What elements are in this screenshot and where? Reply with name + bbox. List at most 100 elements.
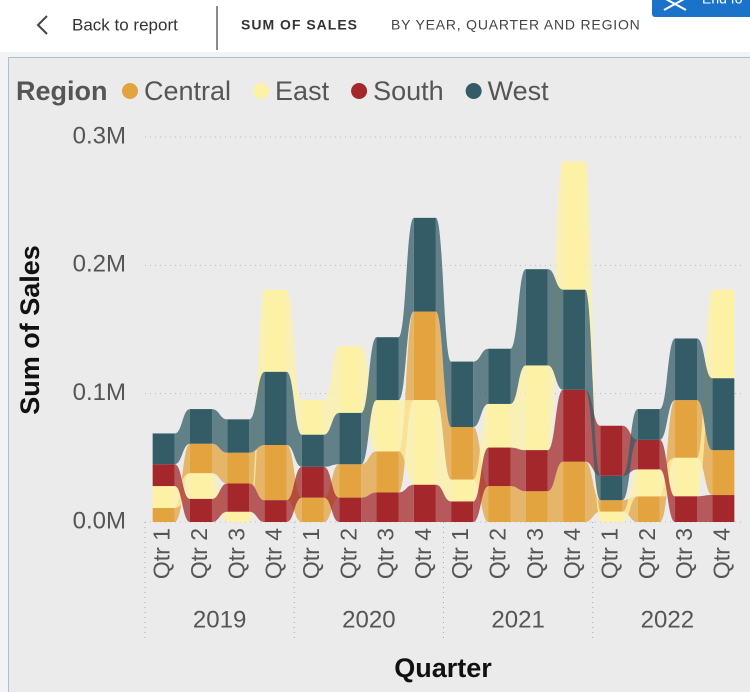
ribbon (585, 289, 601, 501)
x-tick-label: Qtr 4 (261, 528, 287, 579)
ribbon-segment (264, 371, 287, 445)
ribbon-segment (488, 403, 511, 448)
y-tick-label: 0.1M (73, 379, 126, 406)
ribbon-segment (637, 496, 660, 522)
ribbon-segment (600, 425, 623, 476)
ribbon-segment (189, 498, 212, 522)
ribbon (697, 400, 713, 496)
legend-label: South (373, 76, 444, 106)
x-tick-label: Qtr 1 (596, 528, 622, 579)
ribbon-segment (189, 443, 212, 474)
ribbon (174, 464, 190, 522)
ribbon-segment (189, 473, 212, 499)
ribbon (249, 371, 265, 453)
ribbon-segment (525, 491, 548, 522)
ribbon (659, 439, 676, 522)
ribbon (398, 400, 414, 485)
ribbon-segment (675, 457, 698, 497)
header-title: SUM OF SALES (241, 17, 358, 33)
ribbon-segment (301, 466, 324, 498)
ribbon-segment (600, 511, 623, 522)
ribbon (435, 484, 452, 522)
ribbon-segment (301, 400, 324, 435)
ribbon (547, 461, 564, 522)
ribbon-segment (339, 412, 362, 465)
ribbon (435, 400, 452, 502)
ribbon (547, 269, 564, 390)
ribbon-segment (227, 483, 250, 512)
ribbon (249, 483, 265, 522)
ribbon (547, 389, 564, 492)
ribbon-segment (712, 495, 735, 522)
x-tick-label: Qtr 2 (634, 528, 660, 579)
ribbon (323, 412, 340, 467)
ribbon (697, 338, 713, 451)
ribbon-segment (152, 464, 175, 487)
ribbon-segment (189, 409, 212, 444)
ribbon (361, 492, 377, 522)
ribbon (510, 447, 526, 492)
ribbon-segment (227, 452, 250, 484)
ribbon (174, 409, 190, 465)
back-arrow[interactable] (36, 15, 48, 35)
ribbon-segment (152, 433, 175, 465)
ribbon (323, 466, 340, 522)
x-tick-label: Qtr 4 (708, 528, 734, 579)
x-tick-label: Qtr 4 (559, 528, 585, 579)
ribbon-segment (675, 496, 698, 522)
ribbon (211, 483, 228, 522)
ribbon-segment (152, 507, 175, 522)
ribbon (510, 269, 526, 404)
ribbon (622, 469, 638, 522)
ribbon (286, 466, 302, 522)
ribbon-segment (451, 427, 474, 480)
ribbon (585, 461, 601, 522)
close-icon (663, 0, 687, 11)
ribbon-segment (413, 484, 436, 522)
legend-marker (253, 83, 270, 99)
ribbon (435, 311, 452, 480)
ribbon-segment (413, 400, 436, 485)
x-tick-label: Qtr 2 (485, 528, 511, 579)
ribbon-segment (264, 445, 287, 501)
x-tick-label: Qtr 3 (522, 528, 548, 579)
legend-marker (351, 83, 368, 99)
ribbon (510, 365, 526, 451)
plot-area: Central East South West 0.0M 0.1M 0.2M 0.3M Qtr … (73, 76, 742, 640)
ribbon-segment (525, 269, 548, 366)
ribbon-segment (675, 338, 698, 401)
ribbon (211, 409, 228, 453)
ribbon-segment (600, 500, 623, 512)
header-bar (0, 0, 750, 52)
ribbon (323, 346, 340, 435)
ribbon-segment (376, 337, 399, 401)
ribbon (398, 217, 414, 401)
ribbon-segment (264, 289, 287, 372)
ribbon (435, 217, 452, 428)
x-tick-label: Qtr 2 (186, 528, 212, 579)
ribbon-segment (712, 378, 735, 451)
ribbon-segment (488, 348, 511, 404)
y-tick-label: 0.0M (73, 507, 126, 534)
ribbon-segment (264, 500, 287, 522)
ribbon-segment (488, 447, 511, 487)
end-focus-label: End fo (702, 0, 743, 7)
back-link[interactable]: Back to report (72, 15, 178, 34)
ribbon-segment (339, 497, 362, 522)
ribbon-segment (301, 497, 324, 522)
ribbon (249, 445, 265, 501)
header-subtitle: BY YEAR, QUARTER AND REGION (391, 17, 641, 33)
year-label: 2021 (491, 606, 544, 633)
ribbon-segment (600, 475, 623, 501)
ribbon (697, 495, 713, 522)
ribbon-segment (451, 361, 474, 428)
ribbon (585, 161, 601, 522)
x-tick-label: Qtr 1 (298, 528, 324, 579)
ribbon-segment (563, 161, 586, 290)
ribbon (622, 409, 638, 501)
legend-title: Region (16, 76, 108, 106)
year-label: 2022 (641, 606, 694, 633)
y-axis-title: Sum of Sales (15, 245, 45, 415)
ribbon (211, 443, 228, 484)
ribbon-segment (413, 217, 436, 312)
